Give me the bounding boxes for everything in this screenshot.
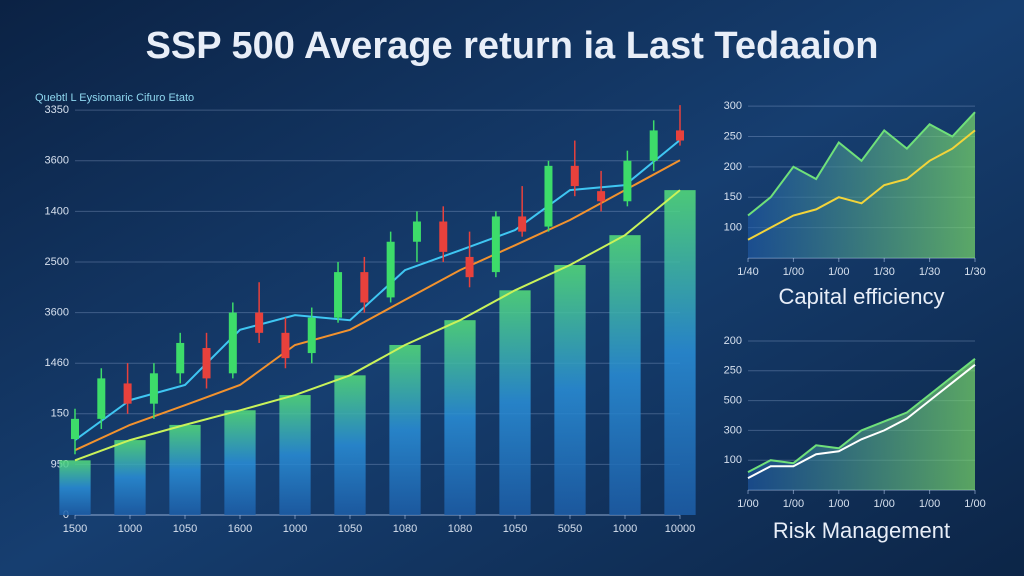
bar <box>554 265 586 515</box>
line <box>74 139 681 441</box>
y-tick-label: 3350 <box>45 104 69 116</box>
y-tick-label: 150 <box>51 408 69 420</box>
x-tick-label: 1000 <box>118 523 142 535</box>
candle-body <box>360 272 369 303</box>
x-tick-label: 1080 <box>448 523 472 535</box>
y-tick-label: 200 <box>724 335 742 347</box>
x-tick-label: 1/00 <box>783 266 804 278</box>
candle-body <box>202 348 211 379</box>
candle-body <box>255 312 264 333</box>
bar <box>114 440 146 515</box>
x-tick-label: 5050 <box>558 523 582 535</box>
x-tick-label: 1000 <box>613 523 637 535</box>
x-tick-label: 1050 <box>173 523 197 535</box>
x-tick-label: 1/00 <box>828 498 849 510</box>
x-tick-label: 1/30 <box>964 266 985 278</box>
candle-body <box>676 130 684 141</box>
bar <box>609 235 641 515</box>
candle-body <box>307 317 316 354</box>
bar <box>499 290 531 515</box>
candle-body <box>439 221 448 252</box>
line <box>747 364 976 479</box>
line <box>74 159 681 452</box>
x-tick-label: 10000 <box>665 523 696 535</box>
candle-body <box>570 165 579 187</box>
x-tick-label: 1050 <box>338 523 362 535</box>
candle-body <box>71 418 79 440</box>
bar <box>279 395 311 515</box>
x-tick-label: 1/00 <box>873 498 894 510</box>
x-tick-label: 1600 <box>228 523 252 535</box>
x-tick-label: 1/00 <box>964 498 985 510</box>
x-tick-label: 1/30 <box>873 266 894 278</box>
chart-title: Risk Management <box>773 518 950 543</box>
candle-body <box>544 165 553 227</box>
candle-body <box>412 221 421 242</box>
x-tick-label: 1/40 <box>737 266 758 278</box>
y-tick-label: 300 <box>724 100 742 112</box>
area-line <box>747 358 976 473</box>
x-tick-label: 1500 <box>63 523 87 535</box>
area <box>748 358 975 490</box>
y-tick-label: 3600 <box>45 155 69 167</box>
candle-body <box>465 256 474 278</box>
candle-body <box>518 216 527 232</box>
candle-body <box>176 342 185 374</box>
chart-title: Capital efficiency <box>779 284 945 309</box>
candle-body <box>281 332 290 359</box>
x-tick-label: 1/00 <box>828 266 849 278</box>
area <box>748 112 975 258</box>
y-tick-label: 150 <box>724 191 742 203</box>
bar <box>664 190 696 516</box>
x-tick-label: 1/00 <box>919 498 940 510</box>
bar <box>59 460 91 515</box>
x-tick-label: 1/00 <box>783 498 804 510</box>
x-tick-label: 1080 <box>393 523 417 535</box>
candle-body <box>597 191 606 202</box>
bar <box>169 424 201 515</box>
candle-body <box>228 312 237 374</box>
candle-body <box>334 272 343 318</box>
candle-body <box>149 373 158 404</box>
y-tick-label: 300 <box>724 424 742 436</box>
candle-body <box>97 378 106 419</box>
y-tick-label: 100 <box>724 222 742 234</box>
line <box>747 129 976 241</box>
x-tick-label: 1/00 <box>737 498 758 510</box>
candle-body <box>649 130 658 161</box>
candle-body <box>123 383 132 404</box>
chart-subtitle: Quebtl L Eysiomaric Cifuro Etato <box>35 92 194 104</box>
y-tick-label: 500 <box>724 394 742 406</box>
candle-body <box>623 160 632 202</box>
page-title: SSP 500 Average return ia Last Tedaaion <box>146 25 879 67</box>
bar <box>444 320 476 515</box>
y-tick-label: 2500 <box>45 256 69 268</box>
y-tick-label: 250 <box>724 365 742 377</box>
y-tick-label: 1460 <box>45 357 69 369</box>
y-tick-label: 200 <box>724 161 742 173</box>
y-tick-label: 100 <box>724 454 742 466</box>
x-tick-label: 1000 <box>283 523 307 535</box>
bar <box>224 410 256 515</box>
x-tick-label: 1/30 <box>919 266 940 278</box>
y-tick-label: 1400 <box>45 205 69 217</box>
bar <box>389 344 421 515</box>
y-tick-label: 250 <box>724 130 742 142</box>
bar <box>334 375 366 515</box>
candle-body <box>491 216 500 273</box>
line <box>74 189 681 462</box>
y-tick-label: 3600 <box>45 306 69 318</box>
area-line <box>747 111 976 217</box>
candle-body <box>386 241 395 298</box>
x-tick-label: 1050 <box>503 523 527 535</box>
